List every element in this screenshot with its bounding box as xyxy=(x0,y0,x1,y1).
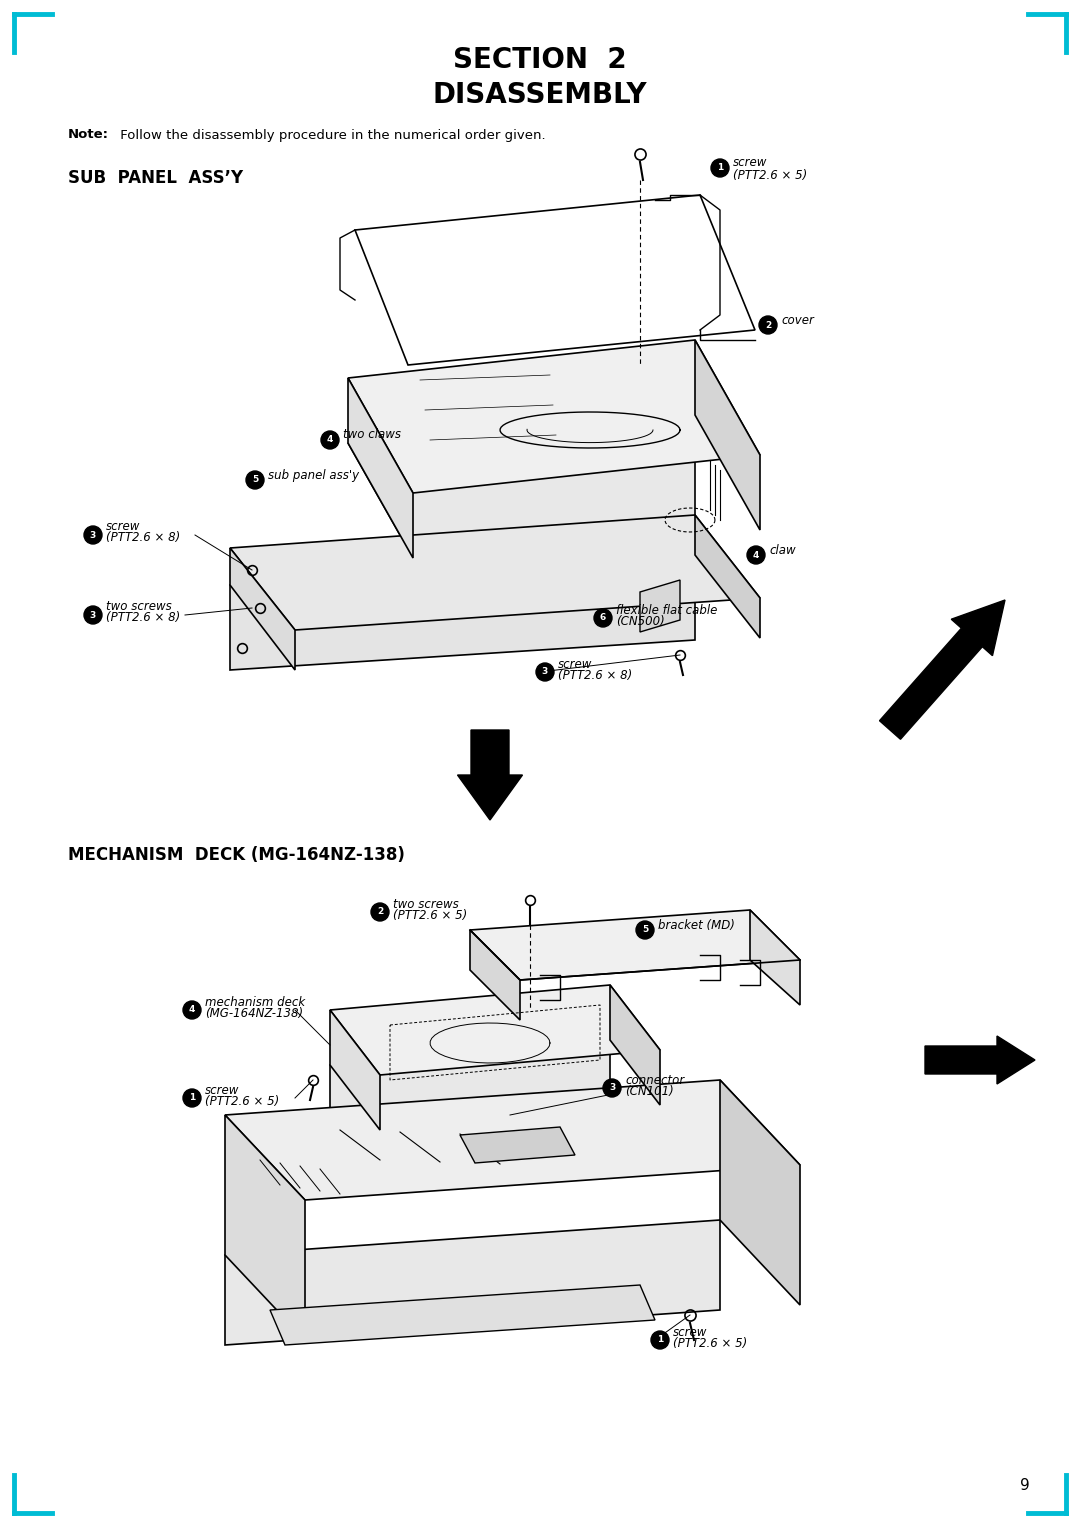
Circle shape xyxy=(246,470,264,489)
Circle shape xyxy=(594,609,612,628)
Circle shape xyxy=(84,525,102,544)
Text: SUB  PANEL  ASS’Y: SUB PANEL ASS’Y xyxy=(68,169,243,186)
Text: (PTT2.6 × 8): (PTT2.6 × 8) xyxy=(106,611,180,625)
Text: 2: 2 xyxy=(377,907,383,916)
Polygon shape xyxy=(330,1040,610,1130)
Text: flexible flat cable: flexible flat cable xyxy=(616,603,717,617)
Text: (PTT2.6 × 5): (PTT2.6 × 5) xyxy=(673,1338,747,1350)
Text: (PTT2.6 × 5): (PTT2.6 × 5) xyxy=(205,1095,280,1109)
Polygon shape xyxy=(470,930,519,1020)
Polygon shape xyxy=(696,341,760,530)
Polygon shape xyxy=(348,379,413,557)
Polygon shape xyxy=(225,1115,305,1341)
Text: two screws: two screws xyxy=(393,898,459,910)
Text: (PTT2.6 × 5): (PTT2.6 × 5) xyxy=(733,168,807,182)
Circle shape xyxy=(747,547,765,563)
Text: mechanism deck: mechanism deck xyxy=(205,996,306,1008)
Text: bracket (MD): bracket (MD) xyxy=(658,919,734,931)
Text: two claws: two claws xyxy=(343,429,401,441)
Circle shape xyxy=(183,1002,201,1019)
Circle shape xyxy=(536,663,554,681)
Polygon shape xyxy=(230,554,696,670)
Text: 9: 9 xyxy=(1021,1478,1030,1492)
Polygon shape xyxy=(355,195,755,365)
Text: (CN101): (CN101) xyxy=(625,1086,674,1098)
Text: 4: 4 xyxy=(327,435,334,444)
Text: MECHANISM  DECK (MG-164NZ-138): MECHANISM DECK (MG-164NZ-138) xyxy=(68,846,405,864)
Text: DISASSEMBLY: DISASSEMBLY xyxy=(433,81,647,108)
Polygon shape xyxy=(640,580,680,632)
Circle shape xyxy=(183,1089,201,1107)
Polygon shape xyxy=(330,985,660,1075)
Polygon shape xyxy=(225,1220,720,1345)
FancyArrow shape xyxy=(458,730,523,820)
Circle shape xyxy=(651,1332,669,1348)
Text: screw: screw xyxy=(106,519,140,533)
Polygon shape xyxy=(270,1286,654,1345)
Text: 4: 4 xyxy=(753,551,759,559)
Text: 2: 2 xyxy=(765,321,771,330)
FancyArrow shape xyxy=(879,600,1005,739)
Polygon shape xyxy=(330,1009,380,1130)
Circle shape xyxy=(321,431,339,449)
Polygon shape xyxy=(750,910,800,1005)
Text: (MG-164NZ-138): (MG-164NZ-138) xyxy=(205,1008,303,1020)
Text: (PTT2.6 × 8): (PTT2.6 × 8) xyxy=(106,531,180,545)
Polygon shape xyxy=(460,1127,575,1164)
Circle shape xyxy=(372,902,389,921)
Polygon shape xyxy=(720,1080,800,1306)
Circle shape xyxy=(84,606,102,625)
Polygon shape xyxy=(348,415,696,557)
Text: sub panel ass'y: sub panel ass'y xyxy=(268,469,360,481)
Text: screw: screw xyxy=(558,658,592,670)
Polygon shape xyxy=(225,1080,800,1200)
Circle shape xyxy=(711,159,729,177)
Text: SECTION  2: SECTION 2 xyxy=(454,46,626,73)
Text: Note:: Note: xyxy=(68,128,109,142)
Text: connector: connector xyxy=(625,1073,685,1087)
Text: screw: screw xyxy=(673,1325,707,1339)
Circle shape xyxy=(603,1080,621,1096)
Text: 3: 3 xyxy=(90,611,96,620)
Text: claw: claw xyxy=(769,544,796,556)
Polygon shape xyxy=(610,985,660,1106)
Circle shape xyxy=(636,921,654,939)
Text: 1: 1 xyxy=(657,1336,663,1344)
Text: 4: 4 xyxy=(189,1005,195,1014)
Text: 3: 3 xyxy=(609,1084,616,1092)
Polygon shape xyxy=(696,515,760,638)
Polygon shape xyxy=(348,341,760,493)
Polygon shape xyxy=(470,910,800,980)
Text: 6: 6 xyxy=(599,614,606,623)
Text: Follow the disassembly procedure in the numerical order given.: Follow the disassembly procedure in the … xyxy=(116,128,545,142)
Polygon shape xyxy=(230,515,760,631)
FancyArrow shape xyxy=(924,1035,1035,1084)
Circle shape xyxy=(759,316,777,334)
Text: screw: screw xyxy=(733,156,768,169)
Text: (PTT2.6 × 8): (PTT2.6 × 8) xyxy=(558,669,632,683)
Text: (CN500): (CN500) xyxy=(616,615,665,629)
Text: 1: 1 xyxy=(189,1093,195,1102)
Text: 3: 3 xyxy=(542,667,549,676)
Polygon shape xyxy=(230,548,295,670)
Text: 5: 5 xyxy=(252,475,258,484)
Text: cover: cover xyxy=(781,313,814,327)
Text: two screws: two screws xyxy=(106,600,172,612)
Text: 1: 1 xyxy=(717,163,724,173)
Text: (PTT2.6 × 5): (PTT2.6 × 5) xyxy=(393,910,468,922)
Text: screw: screw xyxy=(205,1084,240,1096)
Text: 5: 5 xyxy=(642,925,648,935)
Text: 3: 3 xyxy=(90,530,96,539)
